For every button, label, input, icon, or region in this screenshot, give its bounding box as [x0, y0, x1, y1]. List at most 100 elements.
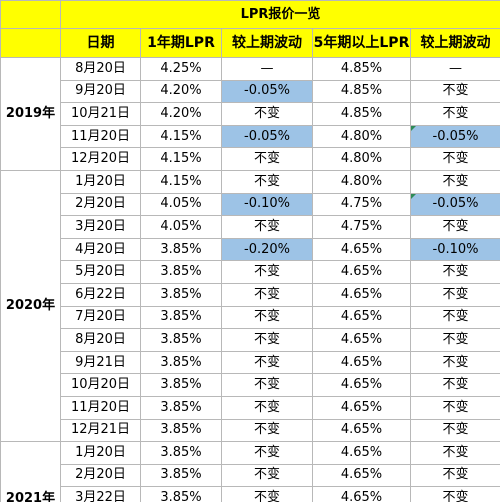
lpr-5y-cell[interactable]: 4.65%	[312, 350, 411, 375]
change-1y-cell[interactable]: -0.10%	[221, 192, 313, 217]
lpr-1y-cell[interactable]: 3.85%	[140, 350, 222, 375]
date-cell[interactable]: 2月20日	[60, 463, 141, 488]
lpr-1y-cell[interactable]: 4.05%	[140, 215, 222, 239]
lpr-1y-cell[interactable]: 4.15%	[140, 169, 222, 194]
header-change-1y[interactable]: 较上期波动	[221, 28, 313, 58]
change-5y-cell[interactable]: -0.10%	[409, 237, 500, 262]
change-1y-cell[interactable]: 不变	[221, 418, 313, 443]
change-1y-cell[interactable]: 不变	[221, 328, 313, 352]
change-1y-cell[interactable]: 不变	[221, 463, 313, 488]
lpr-1y-cell[interactable]: 3.85%	[140, 373, 222, 397]
lpr-1y-cell[interactable]: 3.85%	[140, 486, 222, 502]
lpr-1y-cell[interactable]: 4.20%	[140, 79, 222, 104]
change-5y-cell[interactable]: 不变	[409, 260, 500, 284]
date-cell[interactable]: 5月20日	[60, 260, 141, 284]
year-cell[interactable]: 2019年	[0, 57, 61, 171]
lpr-5y-cell[interactable]: 4.80%	[312, 147, 411, 171]
lpr-5y-cell[interactable]: 4.65%	[312, 260, 411, 284]
date-cell[interactable]: 1月20日	[60, 169, 141, 194]
change-1y-cell[interactable]: -0.05%	[221, 124, 313, 149]
lpr-5y-cell[interactable]: 4.85%	[312, 79, 411, 104]
change-5y-cell[interactable]: 不变	[409, 418, 500, 443]
change-5y-cell[interactable]: -0.05%	[409, 124, 500, 149]
lpr-1y-cell[interactable]: 3.85%	[140, 237, 222, 262]
change-5y-cell[interactable]: —	[409, 57, 500, 81]
date-cell[interactable]: 8月20日	[60, 57, 141, 81]
change-1y-cell[interactable]: 不变	[221, 169, 313, 194]
lpr-5y-cell[interactable]: 4.80%	[312, 124, 411, 149]
header-corner-cell[interactable]	[0, 28, 61, 58]
header-lpr-5y[interactable]: 5年期以上LPR	[312, 28, 411, 58]
lpr-1y-cell[interactable]: 3.85%	[140, 260, 222, 284]
lpr-1y-cell[interactable]: 4.15%	[140, 124, 222, 149]
lpr-1y-cell[interactable]: 4.05%	[140, 192, 222, 217]
change-1y-cell[interactable]: 不变	[221, 441, 313, 465]
change-5y-cell[interactable]: 不变	[409, 441, 500, 465]
change-5y-cell[interactable]: 不变	[409, 328, 500, 352]
change-5y-cell[interactable]: 不变	[409, 282, 500, 307]
lpr-5y-cell[interactable]: 4.65%	[312, 282, 411, 307]
change-5y-cell[interactable]: 不变	[409, 395, 500, 420]
date-cell[interactable]: 10月20日	[60, 373, 141, 397]
change-1y-cell[interactable]: 不变	[221, 147, 313, 171]
lpr-5y-cell[interactable]: 4.65%	[312, 463, 411, 488]
lpr-1y-cell[interactable]: 3.85%	[140, 282, 222, 307]
change-5y-cell[interactable]: 不变	[409, 79, 500, 104]
lpr-5y-cell[interactable]: 4.80%	[312, 169, 411, 194]
date-cell[interactable]: 3月20日	[60, 215, 141, 239]
change-1y-cell[interactable]: 不变	[221, 260, 313, 284]
change-5y-cell[interactable]: 不变	[409, 305, 500, 330]
lpr-1y-cell[interactable]: 3.85%	[140, 441, 222, 465]
date-cell[interactable]: 2月20日	[60, 192, 141, 217]
change-5y-cell[interactable]: -0.05%	[409, 192, 500, 217]
year-cell[interactable]: 2020年	[0, 169, 61, 443]
header-change-5y[interactable]: 较上期波动	[409, 28, 500, 58]
lpr-1y-cell[interactable]: 4.25%	[140, 57, 222, 81]
header-lpr-1y[interactable]: 1年期LPR	[140, 28, 222, 58]
lpr-1y-cell[interactable]: 4.20%	[140, 102, 222, 126]
date-cell[interactable]: 11月20日	[60, 395, 141, 420]
lpr-5y-cell[interactable]: 4.85%	[312, 57, 411, 81]
date-cell[interactable]: 11月20日	[60, 124, 141, 149]
date-cell[interactable]: 3月22日	[60, 486, 141, 502]
lpr-5y-cell[interactable]: 4.85%	[312, 102, 411, 126]
lpr-5y-cell[interactable]: 4.65%	[312, 373, 411, 397]
lpr-5y-cell[interactable]: 4.65%	[312, 441, 411, 465]
yellow-corner-cell[interactable]	[0, 0, 61, 29]
date-cell[interactable]: 12月21日	[60, 418, 141, 443]
lpr-1y-cell[interactable]: 3.85%	[140, 395, 222, 420]
date-cell[interactable]: 6月22日	[60, 282, 141, 307]
change-5y-cell[interactable]: 不变	[409, 102, 500, 126]
change-5y-cell[interactable]: 不变	[409, 486, 500, 502]
change-1y-cell[interactable]: 不变	[221, 215, 313, 239]
date-cell[interactable]: 7月20日	[60, 305, 141, 330]
change-5y-cell[interactable]: 不变	[409, 463, 500, 488]
change-5y-cell[interactable]: 不变	[409, 147, 500, 171]
date-cell[interactable]: 4月20日	[60, 237, 141, 262]
change-1y-cell[interactable]: -0.20%	[221, 237, 313, 262]
date-cell[interactable]: 8月20日	[60, 328, 141, 352]
change-1y-cell[interactable]: 不变	[221, 486, 313, 502]
lpr-5y-cell[interactable]: 4.75%	[312, 215, 411, 239]
lpr-1y-cell[interactable]: 3.85%	[140, 305, 222, 330]
change-5y-cell[interactable]: 不变	[409, 373, 500, 397]
change-1y-cell[interactable]: —	[221, 57, 313, 81]
date-cell[interactable]: 12月20日	[60, 147, 141, 171]
change-1y-cell[interactable]: 不变	[221, 282, 313, 307]
change-1y-cell[interactable]: 不变	[221, 305, 313, 330]
lpr-5y-cell[interactable]: 4.65%	[312, 328, 411, 352]
change-1y-cell[interactable]: 不变	[221, 350, 313, 375]
table-title[interactable]: LPR报价一览	[59, 0, 500, 29]
date-cell[interactable]: 9月21日	[60, 350, 141, 375]
lpr-5y-cell[interactable]: 4.65%	[312, 418, 411, 443]
change-5y-cell[interactable]: 不变	[409, 215, 500, 239]
lpr-1y-cell[interactable]: 3.85%	[140, 463, 222, 488]
lpr-5y-cell[interactable]: 4.65%	[312, 237, 411, 262]
header-date[interactable]: 日期	[60, 28, 141, 58]
change-1y-cell[interactable]: 不变	[221, 373, 313, 397]
date-cell[interactable]: 9月20日	[60, 79, 141, 104]
lpr-5y-cell[interactable]: 4.75%	[312, 192, 411, 217]
change-1y-cell[interactable]: 不变	[221, 102, 313, 126]
change-1y-cell[interactable]: 不变	[221, 395, 313, 420]
lpr-5y-cell[interactable]: 4.65%	[312, 486, 411, 502]
